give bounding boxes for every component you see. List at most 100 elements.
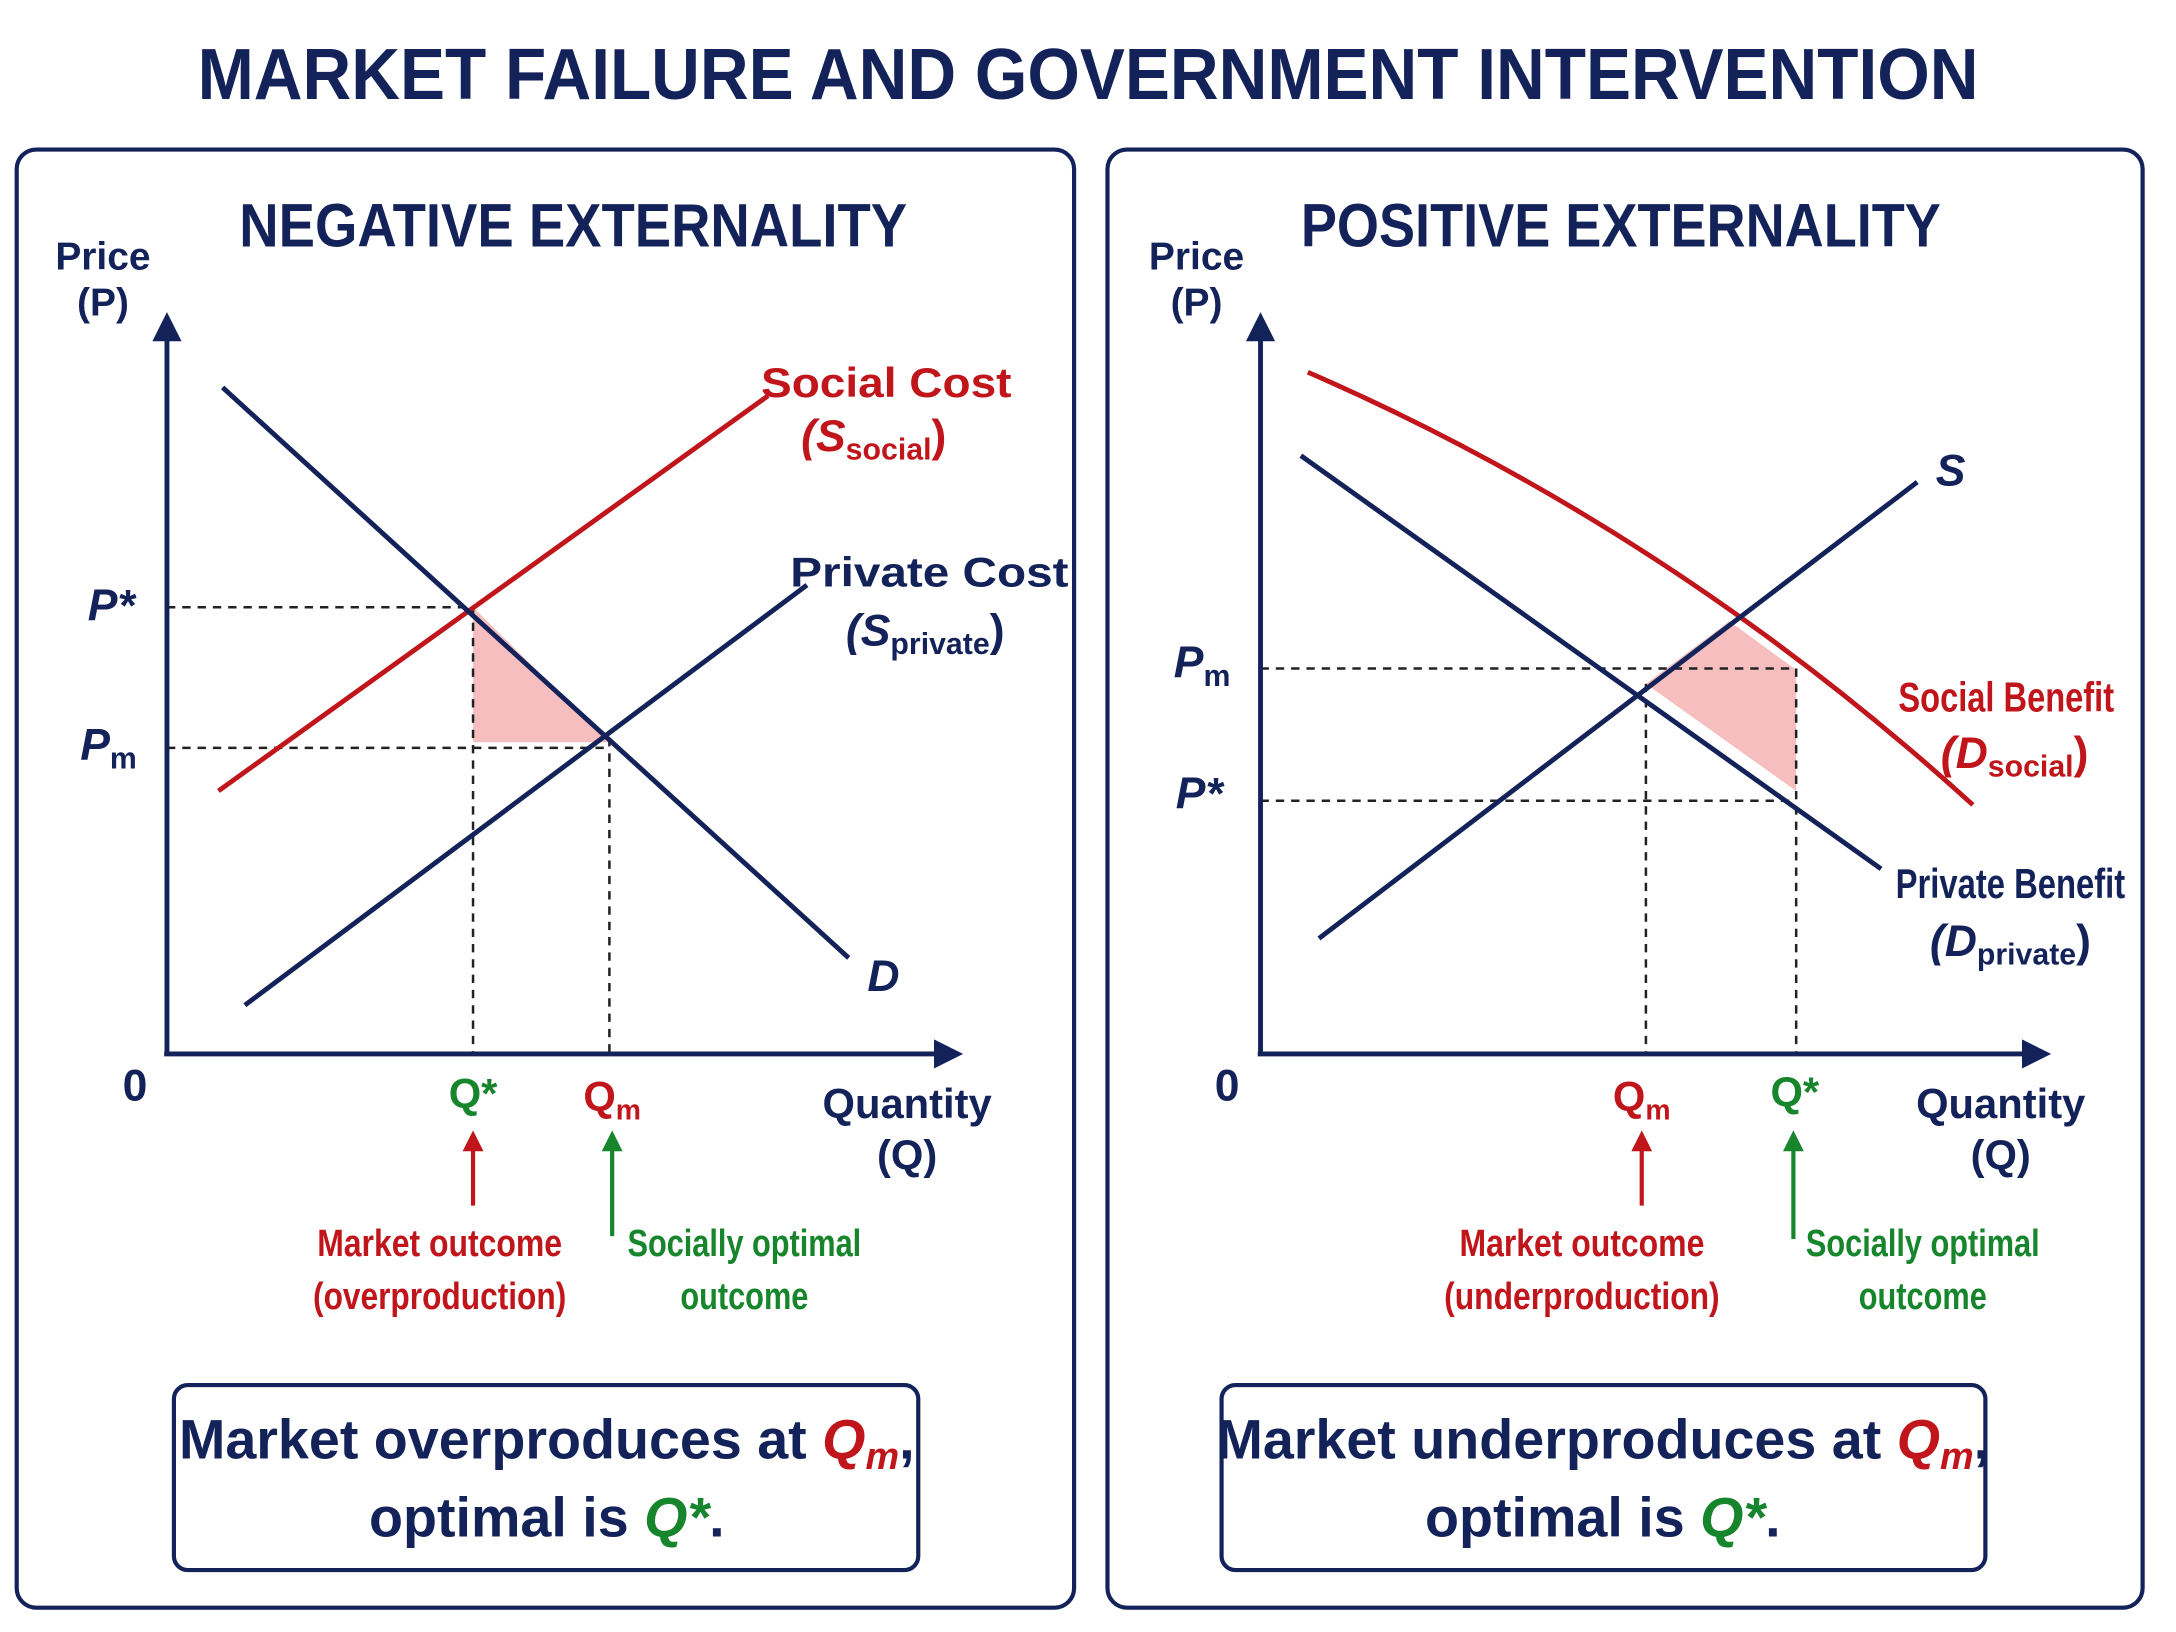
- x-axis-label: Quantity: [823, 1080, 992, 1127]
- curve-label: Social Benefit: [1898, 674, 2114, 721]
- text-part: (P): [77, 282, 129, 325]
- text-part: (P): [1171, 282, 1223, 325]
- price-label: P*: [1176, 769, 1226, 818]
- curve-label: Private Benefit: [1896, 860, 2126, 907]
- curve-label: Private Cost: [790, 548, 1068, 595]
- text-part: Q*: [449, 1070, 498, 1117]
- text-part: social: [846, 433, 932, 466]
- text-part: Price: [55, 236, 150, 279]
- curve: [1306, 369, 1975, 807]
- text-part: POSITIVE EXTERNALITY: [1301, 191, 1941, 259]
- text-part: (D: [1941, 729, 1988, 778]
- text-part: optimal is: [369, 1486, 644, 1548]
- curve-symbol: S: [1936, 447, 1966, 496]
- text-part: S: [1936, 447, 1966, 496]
- panel-title: POSITIVE EXTERNALITY: [1301, 191, 1941, 259]
- text-part: Q: [822, 1408, 865, 1470]
- text-part: Q*: [1770, 1069, 1819, 1116]
- text-part: Q*: [644, 1486, 711, 1548]
- curve: [217, 393, 770, 793]
- origin-label: 0: [1215, 1061, 1240, 1110]
- text-part: Price: [1149, 236, 1244, 279]
- text-part: Q: [1613, 1073, 1645, 1120]
- text-part: ,: [1974, 1408, 1989, 1470]
- curve: [243, 583, 809, 1008]
- summary-text: optimal is Q*.: [1425, 1486, 1781, 1548]
- text-part: (S: [801, 412, 846, 461]
- y-axis-label: (P): [77, 282, 129, 325]
- annotation: Market outcome: [1459, 1222, 1704, 1264]
- quantity-label: Q*: [1770, 1069, 1819, 1116]
- text-part: Socially optimal: [1806, 1222, 2040, 1264]
- curve-label: Social Cost: [761, 359, 1012, 406]
- quantity-label: Qm: [1613, 1073, 1671, 1126]
- text-part: Social Cost: [761, 359, 1012, 406]
- annotation: Market outcome: [317, 1222, 562, 1264]
- quantity-label: Q*: [449, 1070, 498, 1117]
- x-axis-label: (Q): [1971, 1131, 2031, 1178]
- text-part: outcome: [680, 1275, 808, 1317]
- price-label: Pm: [80, 721, 137, 776]
- annotation: Socially optimal: [627, 1222, 861, 1264]
- text-part: P*: [1176, 769, 1226, 818]
- text-part: (S: [846, 607, 891, 656]
- curve-symbol: D: [867, 952, 899, 1001]
- x-axis-label: (Q): [877, 1131, 937, 1178]
- summary-box: [1219, 1382, 1988, 1573]
- text-part: outcome: [1859, 1275, 1987, 1317]
- text-part: m: [865, 1436, 899, 1478]
- text-part: Q*: [1700, 1486, 1767, 1548]
- text-part: .: [709, 1486, 724, 1548]
- text-part: Market underproduces at: [1216, 1408, 1896, 1470]
- main-title: MARKET FAILURE AND GOVERNMENT INTERVENTI…: [198, 35, 1979, 115]
- text-part: MARKET FAILURE AND GOVERNMENT INTERVENTI…: [198, 35, 1979, 115]
- annotation: (overproduction): [313, 1275, 566, 1317]
- text-part: ): [2076, 917, 2091, 966]
- price-label: P*: [88, 581, 138, 630]
- text-part: m: [1203, 660, 1230, 693]
- annotation: outcome: [1859, 1275, 1987, 1317]
- text-part: NEGATIVE EXTERNALITY: [239, 191, 907, 259]
- text-part: Q: [583, 1073, 615, 1120]
- summary-box: [171, 1382, 921, 1573]
- text-part: Quantity: [1916, 1080, 2085, 1127]
- curve-symbol: (Sprivate): [846, 607, 1005, 662]
- curve-symbol: (Dsocial): [1941, 729, 2089, 784]
- deadweight-loss: [1645, 621, 1797, 791]
- text-part: Quantity: [823, 1080, 992, 1127]
- annotation: (underproduction): [1444, 1275, 1719, 1317]
- summary-text: Market overproduces at Qm,: [179, 1408, 915, 1478]
- y-axis-label: Price: [55, 236, 150, 279]
- text-part: ): [931, 412, 946, 461]
- text-part: optimal is: [1425, 1486, 1700, 1548]
- text-part: P: [80, 721, 110, 770]
- text-part: 0: [1215, 1061, 1240, 1110]
- curve-symbol: (Ssocial): [801, 412, 946, 467]
- quantity-label: Qm: [583, 1073, 641, 1126]
- x-axis-label: Quantity: [1916, 1080, 2085, 1127]
- text-part: private: [1977, 938, 2076, 971]
- text-part: (Q): [877, 1131, 937, 1178]
- summary-text: Market underproduces at Qm,: [1216, 1408, 1989, 1478]
- text-part: private: [890, 628, 989, 661]
- text-part: m: [1940, 1436, 1974, 1478]
- text-part: Social Benefit: [1898, 674, 2114, 721]
- summary-text: optimal is Q*.: [369, 1486, 725, 1548]
- text-part: ): [2074, 729, 2089, 778]
- text-part: ,: [899, 1408, 914, 1470]
- text-part: Market outcome: [1459, 1222, 1704, 1264]
- text-part: m: [616, 1094, 641, 1126]
- curve: [1317, 480, 1919, 941]
- text-part: P: [1174, 639, 1204, 688]
- text-part: (D: [1930, 917, 1977, 966]
- text-part: (Q): [1971, 1131, 2031, 1178]
- curve: [220, 385, 851, 960]
- y-axis-label: Price: [1149, 236, 1244, 279]
- annotation: outcome: [680, 1275, 808, 1317]
- curve: [1299, 453, 1883, 871]
- text-part: m: [110, 742, 137, 775]
- text-part: .: [1765, 1486, 1780, 1548]
- text-part: Private Benefit: [1896, 860, 2126, 907]
